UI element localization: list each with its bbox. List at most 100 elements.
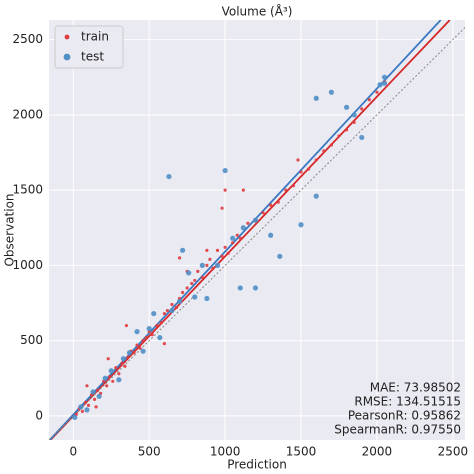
point: [222, 167, 228, 174]
point: [150, 333, 154, 337]
point: [95, 388, 100, 392]
point: [181, 290, 185, 295]
point: [193, 278, 197, 283]
point: [200, 275, 204, 280]
point: [155, 323, 159, 328]
point: [231, 241, 235, 245]
point: [192, 294, 198, 300]
x-tick-label: 2500: [438, 445, 469, 459]
point: [83, 400, 88, 404]
point: [269, 203, 273, 207]
point: [151, 310, 157, 317]
plot-area: [49, 20, 465, 440]
point: [186, 270, 192, 276]
point: [140, 348, 146, 354]
point: [85, 384, 89, 388]
y-tick-label: 2000: [12, 107, 43, 121]
point: [329, 143, 333, 147]
point: [237, 285, 243, 291]
point: [220, 254, 224, 258]
point: [360, 107, 364, 111]
point: [134, 329, 140, 335]
legend-marker: [63, 53, 71, 61]
x-tick-label: 2000: [362, 445, 393, 459]
point: [141, 339, 145, 343]
point: [180, 247, 186, 253]
point: [111, 379, 115, 383]
point: [162, 342, 166, 346]
point: [299, 170, 303, 174]
point: [165, 308, 170, 313]
point: [123, 364, 127, 368]
plot-background: [49, 20, 465, 440]
point: [94, 405, 98, 409]
point: [381, 74, 388, 80]
point: [261, 211, 265, 215]
point: [246, 221, 250, 225]
annotation: MAE: 73.98502: [370, 381, 461, 395]
point: [106, 357, 110, 361]
point: [268, 232, 274, 238]
point: [367, 98, 371, 102]
point: [204, 295, 210, 302]
point: [138, 346, 142, 350]
point: [170, 302, 174, 307]
point: [116, 377, 122, 383]
point: [223, 188, 227, 192]
y-tick-label: 2500: [12, 32, 43, 46]
point: [313, 95, 319, 101]
point: [284, 188, 288, 192]
point: [252, 217, 259, 223]
point: [190, 281, 194, 286]
point: [276, 200, 280, 204]
point: [377, 82, 383, 88]
point: [322, 149, 326, 153]
annotation: SpearmanR: 0.97550: [334, 423, 461, 437]
y-tick-label: 500: [20, 333, 43, 347]
point: [174, 305, 179, 310]
point: [298, 222, 304, 228]
point: [72, 414, 78, 421]
x-tick-label: 1500: [286, 445, 317, 459]
point: [205, 248, 209, 252]
point: [313, 193, 319, 199]
point: [291, 183, 296, 188]
legend-entry: train: [81, 30, 109, 44]
point: [211, 266, 215, 270]
point: [240, 225, 246, 231]
point: [351, 112, 357, 118]
point: [166, 173, 172, 180]
point: [235, 233, 239, 237]
point: [220, 206, 224, 210]
point: [252, 285, 259, 291]
x-axis-label: Prediction: [227, 458, 287, 472]
point: [114, 366, 118, 370]
fit-line: [49, 27, 465, 440]
point: [214, 262, 221, 268]
fit-line: [49, 20, 442, 440]
point: [296, 158, 300, 162]
point: [343, 104, 350, 110]
fit-line: [49, 20, 451, 440]
point: [92, 397, 97, 401]
point: [90, 389, 96, 395]
point: [78, 404, 84, 410]
point: [159, 320, 163, 325]
point: [84, 407, 90, 413]
point: [120, 356, 126, 362]
point: [177, 256, 182, 260]
point: [215, 248, 220, 252]
point: [328, 89, 334, 95]
y-axis-label: Observation: [3, 193, 17, 266]
point: [208, 257, 212, 261]
point: [102, 375, 108, 381]
point: [176, 298, 183, 305]
y-tick-label: 0: [35, 408, 43, 422]
point: [314, 158, 318, 162]
point: [352, 120, 356, 124]
annotation: RMSE: 134.51515: [354, 395, 461, 409]
point: [230, 235, 236, 241]
point: [359, 134, 365, 141]
point: [241, 188, 245, 192]
